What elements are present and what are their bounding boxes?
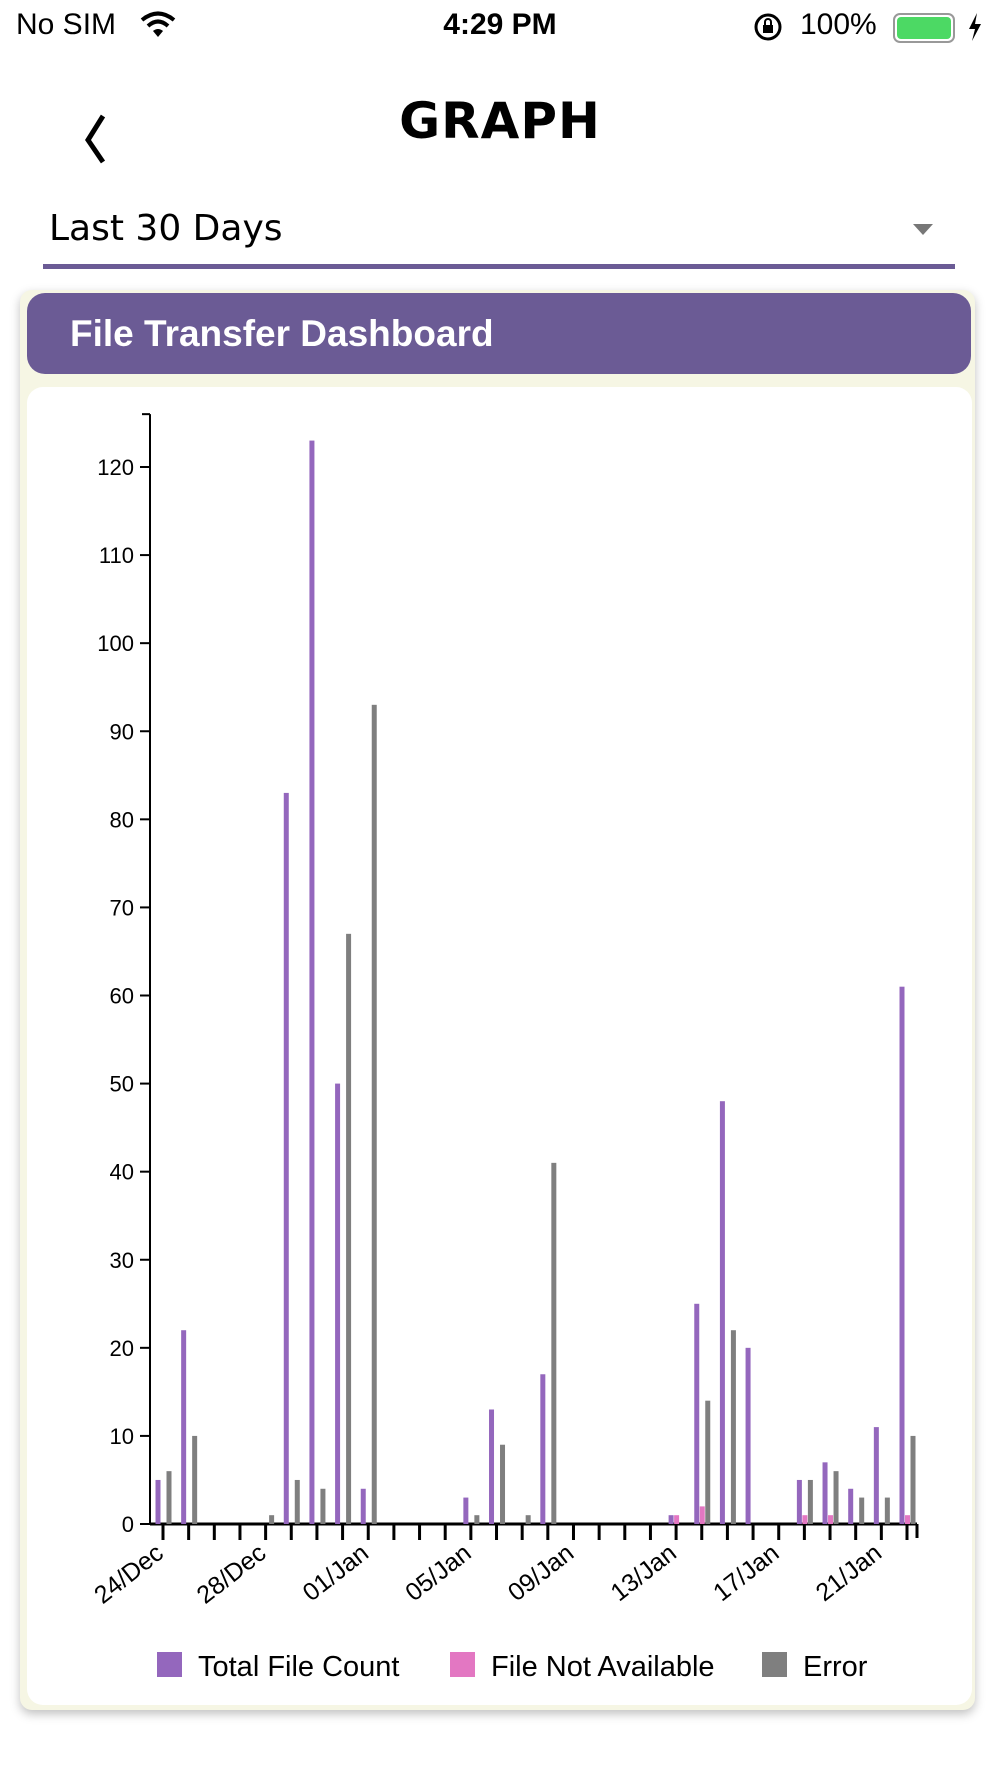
bar-total-file-count <box>822 1462 828 1524</box>
bar-file-not-available <box>802 1515 808 1524</box>
back-chevron-icon[interactable] <box>70 108 120 168</box>
bar-error <box>320 1488 326 1524</box>
bar-total-file-count <box>155 1479 161 1524</box>
bar-chart: 0 10 20 30 40 50 60 70 80 90 100 110 120 24/Dec 28/Dec… <box>89 413 919 1683</box>
y-tick-label: 50 <box>110 1072 134 1097</box>
y-tick-label: 30 <box>110 1248 134 1273</box>
x-tick-label: 28/Dec <box>192 1539 272 1610</box>
bar-error <box>884 1497 890 1524</box>
orientation-lock-icon <box>754 13 782 41</box>
bar-total-file-count <box>489 1409 495 1524</box>
bar-error <box>269 1515 275 1524</box>
bar-total-file-count <box>796 1479 802 1524</box>
bar-file-not-available <box>674 1515 680 1524</box>
x-tick-label: 13/Jan <box>605 1539 681 1607</box>
charging-icon <box>969 13 981 41</box>
y-tick-label: 90 <box>110 719 134 744</box>
legend-label: File Not Available <box>491 1651 715 1683</box>
y-tick-label: 120 <box>97 455 134 480</box>
bar-total-file-count <box>899 986 905 1524</box>
bar-total-file-count <box>694 1303 700 1524</box>
date-range-value: Last 30 Days <box>49 208 283 249</box>
legend-swatch <box>450 1652 475 1677</box>
bar-file-not-available <box>828 1515 834 1524</box>
bar-total-file-count <box>181 1330 187 1524</box>
caret-down-icon <box>913 224 933 235</box>
x-tick-label: 24/Dec <box>89 1539 169 1610</box>
y-tick-label: 110 <box>99 543 134 568</box>
bar-error <box>474 1515 480 1524</box>
y-tick-label: 80 <box>110 807 134 832</box>
bar-error <box>500 1444 506 1524</box>
card-title: File Transfer Dashboard <box>70 313 494 354</box>
y-tick-label: 100 <box>97 631 134 656</box>
bar-total-file-count <box>283 792 289 1524</box>
y-tick-label: 70 <box>110 895 134 920</box>
legend-swatch <box>762 1652 787 1677</box>
y-tick-label: 0 <box>122 1512 134 1537</box>
wifi-icon <box>140 11 176 37</box>
legend-label: Total File Count <box>198 1651 400 1683</box>
bar-total-file-count <box>668 1515 674 1524</box>
x-tick-label: 17/Jan <box>708 1539 784 1607</box>
bar-total-file-count <box>463 1497 469 1524</box>
bar-total-file-count <box>335 1083 341 1524</box>
bar-total-file-count <box>848 1488 854 1524</box>
bar-file-not-available <box>699 1506 705 1524</box>
card-header: File Transfer Dashboard <box>27 293 971 374</box>
bar-total-file-count <box>309 440 315 1525</box>
bar-error <box>371 704 377 1524</box>
bar-error <box>833 1471 839 1524</box>
bar-error <box>346 933 352 1524</box>
bar-file-not-available <box>905 1515 910 1524</box>
bar-total-file-count <box>745 1347 751 1524</box>
bar-error <box>192 1435 198 1524</box>
x-tick-label: 21/Jan <box>811 1539 887 1607</box>
carrier-label: No SIM <box>16 8 117 41</box>
chart-container: 0 10 20 30 40 50 60 70 80 90 100 110 120 24/Dec 28/Dec… <box>27 387 972 1705</box>
bar-error <box>910 1435 916 1524</box>
bar-error <box>525 1515 531 1524</box>
legend-label: Error <box>803 1651 868 1683</box>
bar-error <box>166 1471 172 1524</box>
bar-error <box>859 1497 865 1524</box>
legend-swatch <box>157 1652 182 1677</box>
bar-error <box>807 1479 813 1524</box>
bar-error <box>705 1400 711 1524</box>
x-tick-label: 09/Jan <box>503 1539 579 1607</box>
bar-error <box>730 1330 736 1524</box>
clock: 4:29 PM <box>443 8 557 41</box>
x-tick-label: 01/Jan <box>298 1539 374 1607</box>
bar-error <box>294 1479 300 1524</box>
y-tick-label: 60 <box>110 984 134 1009</box>
y-tick-label: 20 <box>110 1336 134 1361</box>
bar-error <box>551 1162 557 1524</box>
battery-percent: 100% <box>800 8 877 41</box>
bar-total-file-count <box>873 1427 879 1524</box>
page-title: GRAPH <box>399 92 601 150</box>
y-tick-label: 10 <box>110 1424 134 1449</box>
bar-total-file-count <box>719 1101 725 1524</box>
battery-icon <box>893 13 955 43</box>
x-tick-label: 05/Jan <box>400 1539 476 1607</box>
y-tick-label: 40 <box>110 1160 134 1185</box>
bar-total-file-count <box>540 1374 546 1524</box>
bar-total-file-count <box>360 1488 366 1524</box>
date-range-dropdown[interactable]: Last 30 Days <box>43 200 955 269</box>
